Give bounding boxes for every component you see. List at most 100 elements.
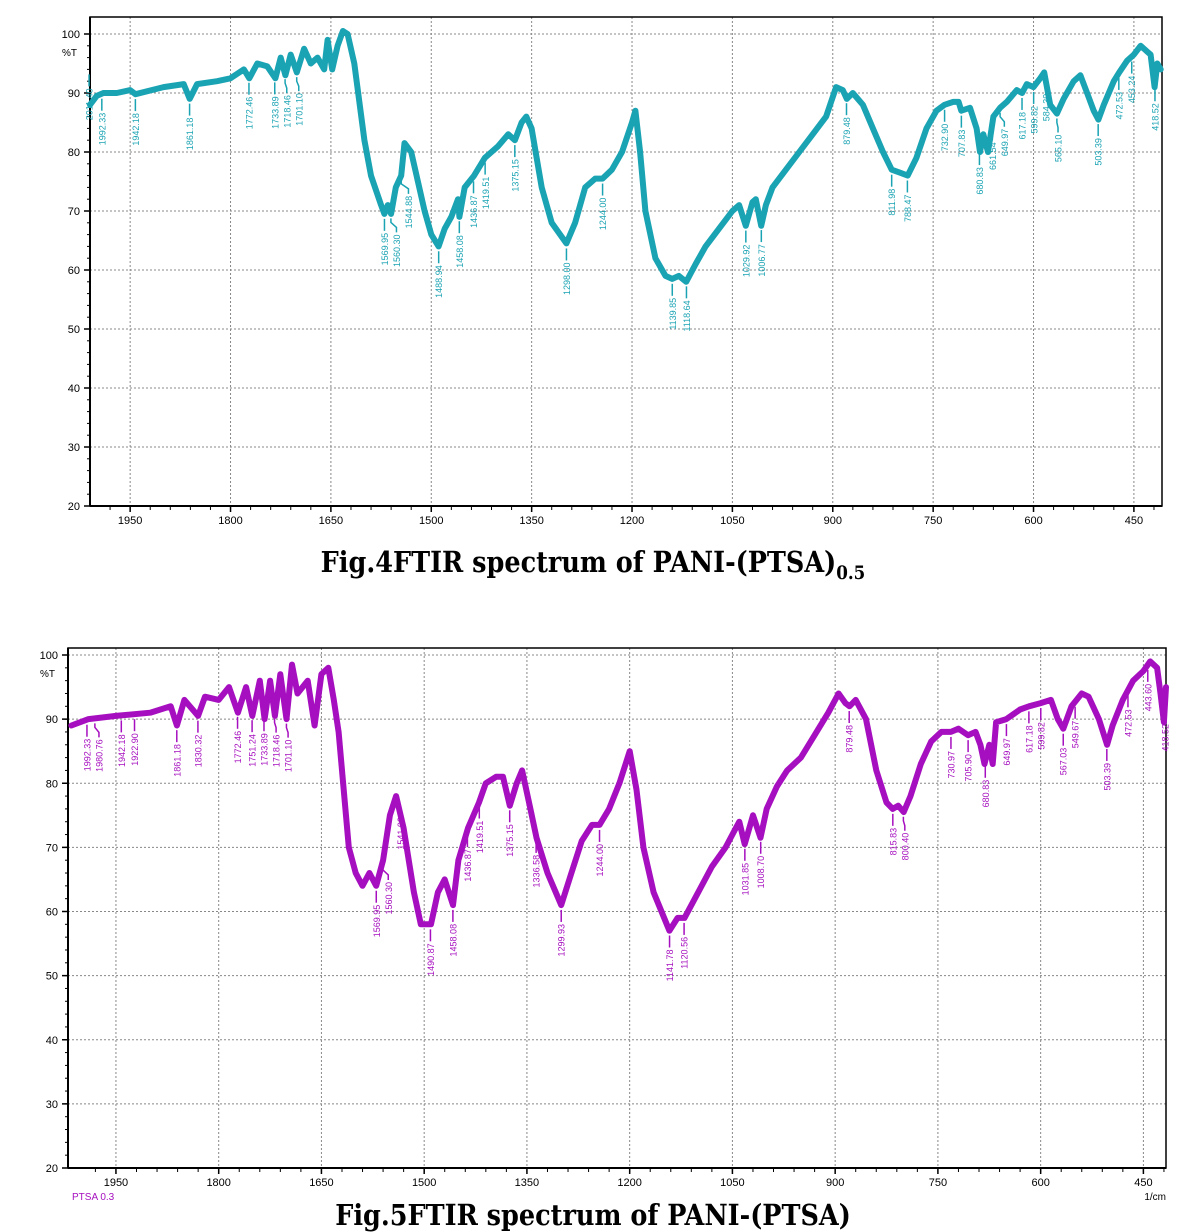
peak-label: 1458.08 [455,235,465,268]
y-tick-label: 50 [46,971,58,983]
peak-label: 418.52 [1160,724,1170,752]
y-tick-label: 40 [46,1035,58,1047]
peak-annotation: 1718.46 [282,79,292,128]
peak-label: 1980.76 [94,739,104,772]
peak-annotation: 788.47 [903,180,913,222]
peak-annotation: 1436.87 [469,181,479,228]
peak-label: 472.53 [1114,92,1124,120]
peak-annotation: 730.97 [946,736,956,778]
peak-label: 1139.85 [668,298,678,330]
peak-label: 1244.00 [595,844,605,877]
peak-label: 565.10 [1054,135,1064,163]
peak-annotation: 1031.85 [740,848,750,895]
peak-annotation: 1980.76 [94,723,104,772]
x-tick-label: 900 [826,1177,844,1189]
peak-annotation: 1541.02 [395,801,406,850]
peak-label: 1733.89 [260,733,270,766]
peak-annotation: 732.90 [940,109,950,151]
y-tick-label: 70 [46,842,58,854]
peak-label: 1922.90 [130,733,140,766]
peak-label: 617.18 [1024,725,1034,753]
caption-subscript: 0.5 [836,561,866,584]
peak-marker-line [295,77,300,92]
peak-annotation: 1419.51 [481,162,491,209]
x-tick-label: 1500 [412,1177,436,1189]
peak-annotation: 1701.10 [294,77,304,126]
sample-label: PTSA 0.3 [72,1192,115,1203]
peak-annotation: 1419.51 [475,806,485,853]
peak-label: 1541.02 [396,817,406,850]
peak-marker-line [94,723,100,738]
peak-label: 1992.33 [97,113,107,146]
peak-annotation: 1120.56 [680,922,690,969]
peak-annotation: 472.53 [1123,695,1133,737]
peak-label: 1299.93 [557,924,567,957]
peak-label: 1436.87 [469,195,479,228]
peak-annotation: 565.10 [1054,118,1064,163]
peak-label: 1244.00 [598,198,608,231]
x-tick-label: 750 [929,1177,947,1189]
peak-annotation: 1733.89 [260,719,270,766]
x-tick-label: 1350 [519,515,543,527]
y-tick-label: 50 [68,324,80,336]
peak-annotation: 617.18 [1018,97,1028,140]
x-unit-label: 1/cm [1144,1192,1166,1203]
y-tick-label: 40 [68,383,80,395]
peak-label: 1751.24 [248,734,258,767]
peak-annotation: 1139.85 [668,283,678,330]
y-axis-label: %T [40,669,55,680]
peak-label: 1772.46 [233,731,243,764]
peak-annotation: 1772.46 [244,82,254,129]
peak-annotation: 1336.58 [532,840,542,887]
peak-label: 1701.10 [284,740,294,773]
peak-label: 472.53 [1123,709,1133,737]
peak-annotation: 1751.24 [248,720,258,767]
peak-label: 800.40 [900,833,910,861]
peak-label: 1006.77 [757,244,767,277]
x-tick-label: 600 [1031,1177,1049,1189]
peak-annotation: 1244.00 [595,829,605,877]
y-tick-label: 60 [68,265,80,277]
peak-label: 584.39 [1042,94,1052,122]
peak-marker-line [902,816,906,831]
peak-label: 1718.46 [282,95,292,128]
peak-label: 1942.18 [117,734,127,767]
peak-annotation: 1560.30 [390,218,402,267]
peak-annotation: 1922.90 [130,719,140,766]
peak-annotation: 1008.70 [756,841,766,888]
peak-annotation: 584.39 [1042,77,1052,122]
peak-marker-line [284,79,288,94]
peak-annotation: 811.98 [887,174,897,216]
y-tick-label: 100 [40,650,58,662]
peak-annotation: 1436.87 [463,835,473,882]
peak-label: 617.18 [1018,112,1028,140]
peak-label: 453.24 [1127,76,1137,104]
peak-label: 503.39 [1102,763,1112,791]
peak-annotation: 1992.33 [97,98,107,146]
peak-annotation: 1992.33 [82,724,92,771]
peak-label: 680.83 [975,167,985,195]
peak-annotation: 453.24 [1127,61,1137,104]
y-tick-label: 90 [68,88,80,100]
peak-label: 418.52 [1150,103,1160,131]
peak-label: 1458.08 [448,924,458,957]
peak-marker-line [382,865,390,880]
peak-annotation: 599.82 [1030,91,1040,134]
x-tick-label: 1050 [720,515,744,527]
peak-annotation: 1701.10 [284,723,294,773]
peak-label: 599.82 [1030,106,1040,134]
peak-annotation: 1544.88 [400,179,414,228]
peak-label: 503.39 [1094,138,1104,166]
plot-frame [89,16,1163,507]
peak-marker-line [1056,118,1059,133]
peak-label: 811.98 [887,189,897,216]
x-tick-label: 1950 [118,515,142,527]
peak-label: 788.47 [903,194,913,222]
peak-annotation: 649.97 [1002,724,1012,766]
peak-annotation: 649.97 [999,112,1010,156]
peak-label: 1718.46 [272,735,282,768]
caption-text: Fig.4FTIR spectrum of PANI-(PTSA) [320,545,837,579]
peak-annotation: 418.52 [1160,709,1170,752]
x-tick-label: 450 [1134,1177,1152,1189]
spectrum-line [87,28,1164,285]
